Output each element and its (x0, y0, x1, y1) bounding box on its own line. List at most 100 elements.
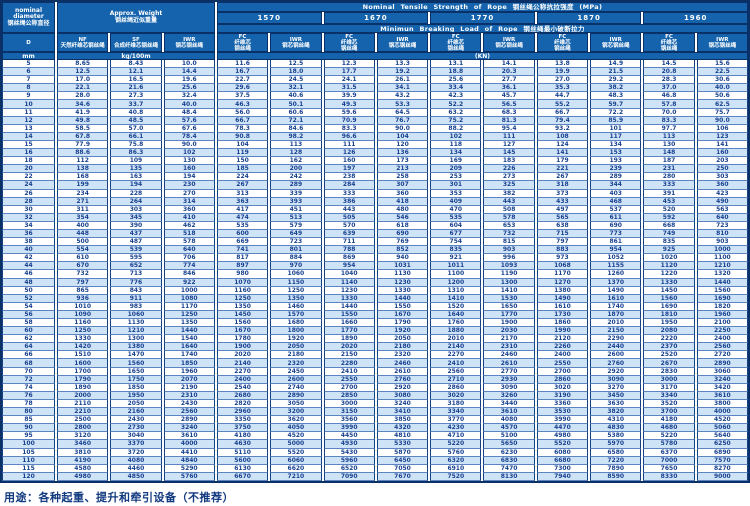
value-cell: 400 (57, 221, 109, 230)
value-cell: 3610 (696, 391, 748, 400)
value-cell: 2860 (536, 375, 589, 384)
value-cell: 835 (643, 238, 695, 247)
value-cell: 1410 (430, 294, 482, 303)
value-cell: 3630 (590, 399, 642, 409)
value-cell: 2770 (483, 367, 535, 376)
value-cell: 2550 (536, 359, 589, 368)
value-cell: 5520 (536, 440, 589, 449)
value-cell: 417 (216, 205, 269, 214)
value-cell: 1900 (483, 319, 535, 328)
value-cell: 5760 (430, 448, 482, 457)
wire-rope-spec-table: nominal diameter 钢丝绳公称直径 Approx. Weight 钢丝绳近… (0, 0, 750, 483)
value-cell: 1270 (536, 278, 589, 287)
value-cell: 537 (590, 205, 642, 214)
value-cell: 19.2 (376, 68, 429, 77)
value-cell: 2460 (483, 351, 535, 360)
diameter-cell: 16 (2, 149, 55, 158)
value-cell: 3090 (483, 383, 535, 392)
value-cell: 90.0 (376, 124, 429, 133)
value-cell: 1570 (270, 310, 322, 319)
value-cell: 453 (643, 197, 695, 206)
value-cell: 4930 (323, 440, 375, 449)
value-cell: 60.6 (270, 108, 322, 117)
value-cell: 773 (590, 229, 642, 239)
value-cell: 1170 (536, 270, 589, 279)
value-cell: 209 (430, 165, 482, 174)
value-cell: 45.7 (483, 92, 535, 101)
value-cell: 754 (430, 238, 482, 247)
value-cell: 2000 (57, 391, 109, 400)
value-cell: 17.0 (57, 76, 109, 85)
diameter-cell: 7 (2, 76, 55, 85)
value-cell: 1690 (643, 302, 695, 311)
value-cell: 2010 (590, 319, 642, 328)
value-cell: 2700 (323, 383, 375, 392)
value-cell: 134 (430, 149, 482, 158)
value-cell: 173 (376, 157, 429, 166)
value-cell: 1160 (216, 286, 269, 295)
value-cell: 2140 (216, 359, 269, 368)
value-cell: 2190 (163, 383, 215, 392)
value-cell: 31.5 (323, 84, 375, 93)
value-cell: 732 (483, 229, 535, 239)
value-cell: 1810 (643, 310, 695, 319)
value-cell: 1670 (376, 310, 429, 319)
value-cell: 70.9 (323, 116, 375, 125)
header-col-fc-1960: FC 纤维芯 钢丝绳 (643, 33, 695, 52)
value-cell: 565 (536, 213, 589, 222)
value-cell: 1770 (323, 327, 375, 336)
diameter-cell: 44 (2, 262, 55, 271)
value-cell: 2710 (430, 375, 482, 384)
value-cell: 160 (323, 157, 375, 166)
value-cell: 1260 (590, 270, 642, 279)
header-strength-1570: 1570 (216, 12, 322, 24)
value-cell: 610 (57, 254, 109, 263)
value-cell: 3460 (57, 440, 109, 449)
value-cell: 3370 (110, 440, 162, 449)
value-cell: 1330 (643, 278, 695, 287)
value-cell: 4320 (376, 424, 429, 433)
value-cell: 600 (216, 229, 269, 239)
value-cell: 37.5 (216, 92, 269, 101)
value-cell: 1250 (270, 286, 322, 295)
value-cell: 311 (57, 205, 109, 214)
value-cell: 1820 (696, 302, 748, 311)
value-cell: 83.3 (643, 116, 695, 125)
value-cell: 3260 (483, 391, 535, 400)
value-cell: 17.7 (323, 68, 375, 77)
value-cell: 2830 (643, 367, 695, 376)
value-cell: 1120 (643, 262, 695, 271)
value-cell: 604 (430, 221, 482, 230)
value-cell: 3340 (430, 408, 482, 417)
value-cell: 2890 (696, 359, 748, 368)
diameter-cell: 38 (2, 238, 55, 247)
value-cell: 2430 (163, 399, 215, 409)
value-cell: 83.3 (323, 124, 375, 133)
diameter-cell: 68 (2, 359, 55, 368)
value-cell: 2050 (110, 399, 162, 409)
value-cell: 230 (163, 181, 215, 190)
value-cell: 640 (696, 213, 748, 222)
value-cell: 1100 (696, 254, 748, 263)
value-cell: 1450 (643, 286, 695, 295)
value-cell: 6060 (270, 456, 322, 465)
value-cell: 7520 (430, 472, 482, 481)
value-cell: 4050 (270, 424, 322, 433)
value-cell: 239 (590, 165, 642, 174)
value-cell: 1560 (216, 319, 269, 328)
value-cell: 670 (57, 262, 109, 271)
value-cell: 393 (270, 197, 322, 206)
value-cell: 1610 (536, 302, 589, 311)
value-cell: 815 (483, 238, 535, 247)
value-cell: 234 (57, 189, 109, 198)
value-cell: 883 (536, 246, 589, 255)
header-breaking-load-title: Minimun Breaking Load of Rope 钢丝绳最小破断拉力 (216, 24, 748, 33)
value-cell: 4180 (216, 432, 269, 441)
diameter-cell: 66 (2, 351, 55, 360)
value-cell: 922 (163, 278, 215, 287)
value-cell: 15.6 (696, 60, 748, 69)
value-cell: 40.0 (163, 100, 215, 109)
value-cell: 2070 (163, 375, 215, 384)
value-cell: 1220 (643, 270, 695, 279)
value-cell: 1300 (110, 335, 162, 344)
